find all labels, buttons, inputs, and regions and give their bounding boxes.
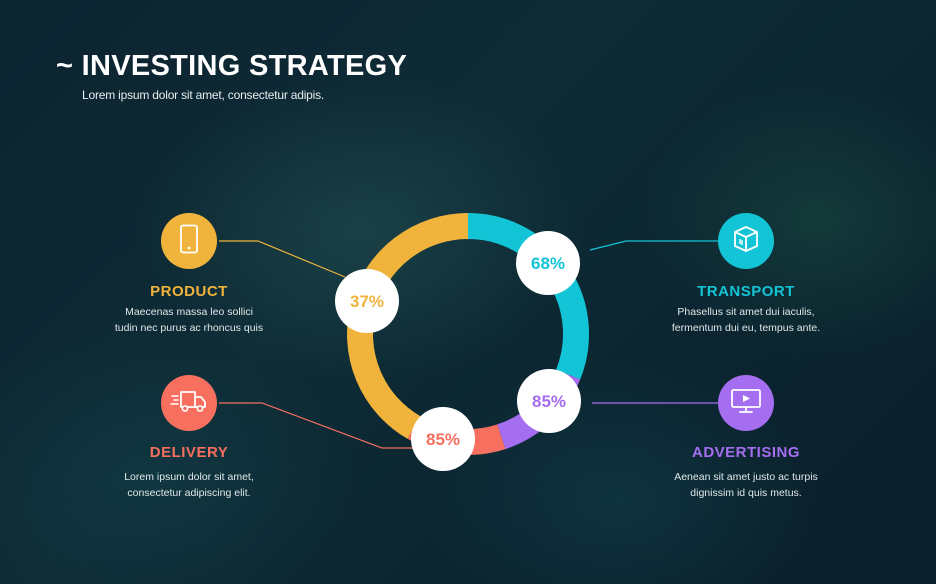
product-description: Maecenas massa leo sollici tudin nec pur… [79, 304, 299, 336]
package-box-icon [731, 224, 761, 259]
delivery-label: DELIVERY [149, 444, 229, 461]
delivery-desc-line-1: Lorem ipsum dolor sit amet, [124, 471, 254, 483]
product-icon-badge [161, 213, 217, 269]
connector-product [219, 240, 346, 278]
advertising-desc-line-1: Aenean sit amet justo ac turpis [674, 471, 818, 483]
percent-badge-delivery: 85% [411, 407, 475, 471]
advertising-desc-line-2: dignissim id quis metus. [690, 487, 802, 499]
delivery-icon-badge [161, 375, 217, 431]
percent-badge-product: 37% [335, 269, 399, 333]
delivery-desc-line-2: consectetur adipiscing elit. [127, 487, 251, 499]
advertising-label: ADVERTISING [691, 444, 800, 461]
product-desc-line-2: tudin nec purus ac rhoncus quis [114, 322, 264, 334]
page-subtitle: Lorem ipsum dolor sit amet, consectetur … [82, 88, 325, 102]
transport-desc-line-2: fermentum dui eu, tempus ante. [671, 322, 821, 334]
percent-transport: 68% [531, 254, 565, 273]
transport-desc-line-1: Phasellus sit amet dui iaculis, [677, 306, 815, 318]
connector-delivery [219, 402, 414, 449]
percent-product: 37% [350, 292, 384, 311]
percent-badge-advertising: 85% [517, 369, 581, 433]
transport-icon-badge [718, 213, 774, 269]
percent-delivery: 85% [426, 430, 460, 449]
connector-transport [589, 240, 718, 251]
monitor-play-icon [730, 387, 762, 420]
page-title: ~ INVESTING STRATEGY [56, 50, 408, 82]
advertising-description: Aenean sit amet justo ac turpis dignissi… [636, 469, 856, 501]
smartphone-icon [178, 224, 200, 259]
transport-description: Phasellus sit amet dui iaculis, fermentu… [636, 304, 856, 336]
transport-label: TRANSPORT [697, 283, 795, 300]
percent-badge-transport: 68% [516, 231, 580, 295]
delivery-description: Lorem ipsum dolor sit amet, consectetur … [79, 469, 299, 501]
product-desc-line-1: Maecenas massa leo sollici [125, 306, 253, 318]
delivery-truck-icon [170, 388, 208, 419]
advertising-icon-badge [718, 375, 774, 431]
product-label: PRODUCT [150, 283, 228, 300]
percent-advertising: 85% [532, 392, 566, 411]
